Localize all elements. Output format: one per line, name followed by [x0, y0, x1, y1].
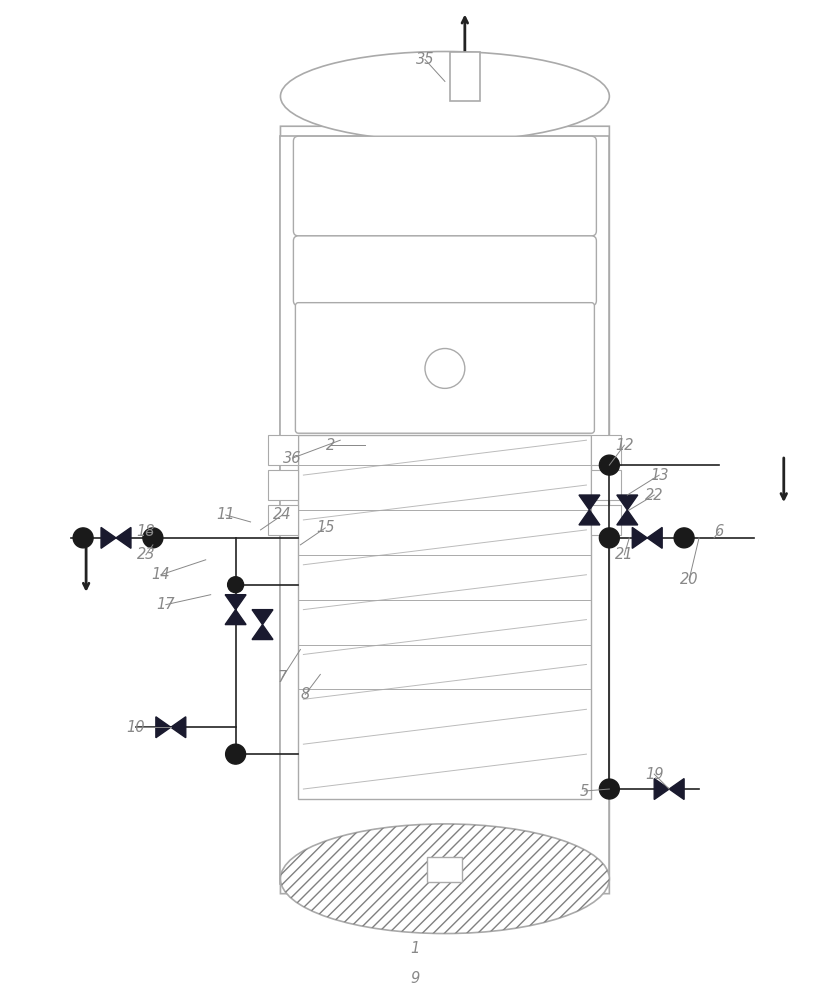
- Text: 13: 13: [650, 468, 668, 483]
- Text: 11: 11: [217, 507, 235, 522]
- Polygon shape: [156, 717, 171, 738]
- Circle shape: [600, 779, 619, 799]
- Polygon shape: [579, 495, 600, 510]
- Polygon shape: [225, 610, 246, 625]
- Text: 15: 15: [316, 520, 335, 535]
- Text: 14: 14: [152, 567, 170, 582]
- FancyBboxPatch shape: [293, 136, 596, 236]
- Bar: [281, 136, 610, 884]
- Polygon shape: [579, 510, 600, 525]
- Bar: [450, 52, 480, 101]
- Circle shape: [674, 528, 694, 548]
- Polygon shape: [632, 527, 647, 548]
- Polygon shape: [616, 510, 638, 525]
- Polygon shape: [252, 610, 273, 625]
- Circle shape: [600, 528, 619, 548]
- Text: 12: 12: [615, 438, 634, 453]
- Circle shape: [143, 528, 162, 548]
- Text: 17: 17: [157, 597, 175, 612]
- Bar: [268, 505, 298, 535]
- FancyBboxPatch shape: [281, 126, 610, 894]
- Text: 2: 2: [326, 438, 335, 453]
- Polygon shape: [647, 527, 662, 548]
- Text: 24: 24: [273, 507, 292, 522]
- Text: 5: 5: [580, 784, 589, 799]
- Bar: [268, 470, 298, 500]
- Ellipse shape: [281, 52, 610, 141]
- Bar: [591, 505, 621, 535]
- Polygon shape: [101, 527, 116, 548]
- Text: 10: 10: [127, 720, 145, 735]
- Polygon shape: [654, 779, 669, 799]
- Text: 9: 9: [411, 971, 420, 986]
- Bar: [591, 470, 621, 500]
- Text: 22: 22: [645, 488, 663, 503]
- Text: 7: 7: [278, 670, 287, 685]
- Polygon shape: [669, 779, 684, 799]
- Text: 18: 18: [137, 524, 155, 539]
- Text: 23: 23: [137, 547, 155, 562]
- Text: 6: 6: [715, 524, 724, 539]
- Polygon shape: [225, 595, 246, 610]
- Text: 1: 1: [411, 941, 420, 956]
- Circle shape: [73, 528, 93, 548]
- FancyBboxPatch shape: [296, 303, 595, 433]
- Text: 36: 36: [283, 451, 302, 466]
- Polygon shape: [616, 495, 638, 510]
- Bar: [268, 435, 298, 465]
- Polygon shape: [116, 527, 131, 548]
- Text: 21: 21: [615, 547, 634, 562]
- Bar: [298, 435, 591, 799]
- Circle shape: [425, 349, 465, 388]
- FancyBboxPatch shape: [293, 236, 596, 306]
- Bar: [591, 435, 621, 465]
- Text: 8: 8: [301, 687, 310, 702]
- Text: 20: 20: [680, 572, 698, 587]
- Ellipse shape: [281, 824, 610, 934]
- Polygon shape: [252, 625, 273, 640]
- Bar: [427, 857, 462, 882]
- Text: 19: 19: [645, 767, 663, 782]
- Circle shape: [600, 455, 619, 475]
- Polygon shape: [171, 717, 186, 738]
- Circle shape: [226, 744, 246, 764]
- Circle shape: [227, 577, 243, 593]
- Text: 35: 35: [416, 52, 434, 67]
